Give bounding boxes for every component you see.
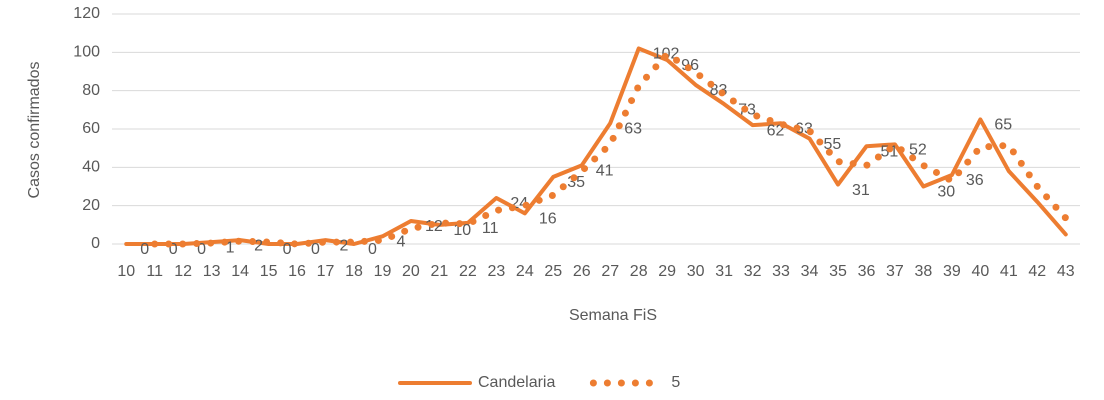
data-label: 0 — [283, 241, 292, 258]
x-tick-label: 30 — [687, 263, 705, 280]
x-tick-label: 23 — [487, 263, 505, 280]
data-label: 4 — [396, 234, 405, 251]
y-tick-label: 100 — [73, 44, 100, 61]
x-tick-label: 39 — [943, 263, 961, 280]
x-tick-label: 17 — [317, 263, 335, 280]
y-tick-label: 0 — [91, 235, 100, 252]
y-axis-title: Casos confirmados — [26, 62, 43, 199]
data-label: 0 — [197, 241, 206, 258]
data-label: 1 — [226, 239, 235, 256]
x-tick-label: 15 — [260, 263, 278, 280]
data-label: 41 — [596, 163, 614, 180]
data-label: 65 — [994, 117, 1012, 134]
x-tick-label: 20 — [402, 263, 420, 280]
x-axis-title: Semana FiS — [569, 307, 657, 324]
x-tick-label: 35 — [829, 263, 847, 280]
data-label: 30 — [937, 184, 955, 201]
x-tick-label: 32 — [744, 263, 762, 280]
data-label: 31 — [852, 182, 870, 199]
x-tick-label: 37 — [886, 263, 904, 280]
y-tick-label: 20 — [82, 197, 100, 214]
x-tick-label: 28 — [630, 263, 648, 280]
x-tick-label: 21 — [431, 263, 449, 280]
x-tick-label: 27 — [601, 263, 619, 280]
x-tick-label: 11 — [146, 263, 163, 280]
x-tick-label: 25 — [544, 263, 562, 280]
x-tick-label: 12 — [174, 263, 192, 280]
x-tick-label: 34 — [801, 263, 819, 280]
data-label: 0 — [368, 241, 377, 258]
legend-label: 5 — [671, 374, 680, 391]
x-tick-label: 36 — [858, 263, 876, 280]
x-tick-label: 29 — [658, 263, 676, 280]
data-label: 2 — [254, 237, 263, 254]
y-tick-label: 80 — [82, 82, 100, 99]
data-label: 0 — [311, 241, 320, 258]
data-label: 2 — [340, 237, 349, 254]
x-tick-label: 10 — [117, 263, 135, 280]
x-tick-label: 41 — [1000, 263, 1018, 280]
x-tick-label: 38 — [915, 263, 933, 280]
series-line — [151, 50, 1070, 248]
data-label: 55 — [824, 136, 842, 153]
data-label: 52 — [909, 142, 927, 159]
data-label: 0 — [140, 241, 149, 258]
x-tick-label: 19 — [374, 263, 392, 280]
x-tick-label: 18 — [345, 263, 363, 280]
y-tick-label: 60 — [82, 120, 100, 137]
x-tick-label: 13 — [203, 263, 221, 280]
x-tick-label: 40 — [971, 263, 989, 280]
data-label: 16 — [539, 211, 557, 228]
x-tick-label: 14 — [231, 263, 249, 280]
x-tick-label: 33 — [772, 263, 790, 280]
x-tick-label: 43 — [1057, 263, 1075, 280]
x-tick-label: 16 — [288, 263, 306, 280]
x-tick-label: 42 — [1028, 263, 1046, 280]
x-tick-label: 26 — [573, 263, 591, 280]
legend-label: Candelaria — [478, 374, 555, 391]
data-label: 36 — [966, 172, 984, 189]
x-tick-label: 24 — [516, 263, 534, 280]
x-tick-label: 31 — [715, 263, 733, 280]
data-label: 63 — [624, 120, 642, 137]
x-tick-label: 22 — [459, 263, 477, 280]
y-tick-label: 120 — [73, 5, 100, 22]
data-label: 0 — [169, 241, 178, 258]
data-label: 62 — [767, 122, 785, 139]
data-label: 11 — [482, 220, 499, 237]
y-tick-label: 40 — [82, 159, 100, 176]
